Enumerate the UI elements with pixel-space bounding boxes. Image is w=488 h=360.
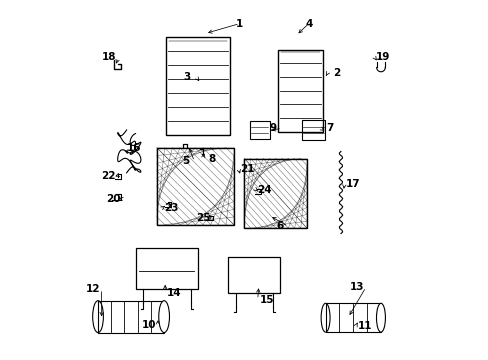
Text: 13: 13 [349, 282, 364, 292]
Ellipse shape [376, 303, 385, 332]
Text: 3: 3 [183, 72, 191, 82]
Bar [301, 120, 324, 140]
Text: 23: 23 [163, 203, 178, 213]
Text: 11: 11 [357, 321, 371, 331]
Text: 25: 25 [196, 213, 210, 223]
Text: 21: 21 [240, 163, 254, 174]
Text: 2: 2 [332, 68, 340, 78]
Bar [98, 301, 164, 333]
Text: 4: 4 [305, 18, 312, 28]
Bar [249, 121, 269, 139]
Ellipse shape [321, 303, 329, 332]
Text: 9: 9 [269, 123, 276, 133]
Text: 24: 24 [257, 185, 272, 195]
Text: 7: 7 [325, 123, 332, 133]
Text: 1: 1 [236, 18, 243, 28]
Bar [325, 303, 380, 332]
Bar [157, 148, 233, 225]
Text: 12: 12 [85, 284, 100, 294]
Text: 10: 10 [141, 320, 156, 330]
Bar [228, 257, 280, 293]
Ellipse shape [93, 301, 103, 333]
Text: 5: 5 [182, 157, 189, 166]
Text: 6: 6 [275, 221, 283, 231]
Text: 16: 16 [127, 143, 142, 153]
Text: 22: 22 [101, 171, 115, 181]
Text: 19: 19 [375, 52, 389, 62]
Bar [278, 50, 323, 132]
Text: 20: 20 [106, 194, 121, 204]
Text: 14: 14 [166, 288, 181, 297]
Text: 17: 17 [346, 179, 360, 189]
Bar [135, 248, 198, 289]
Text: 18: 18 [102, 53, 117, 63]
Bar [244, 158, 306, 228]
Bar [165, 37, 230, 135]
Text: 15: 15 [259, 295, 273, 305]
Text: 8: 8 [207, 154, 215, 164]
Ellipse shape [159, 301, 169, 333]
